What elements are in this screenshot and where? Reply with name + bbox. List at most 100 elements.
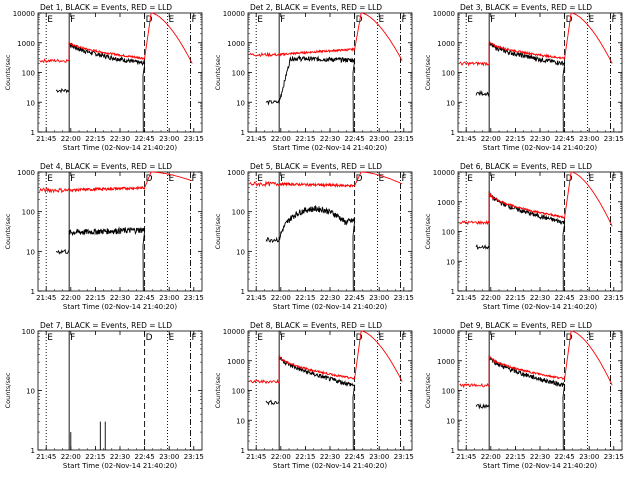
- y-tick-label: 100: [232, 70, 245, 78]
- y-tick-label: 10: [26, 388, 35, 396]
- panel-title: Det 3, BLACK = Events, RED = LLD: [460, 3, 592, 12]
- marker-label: E: [257, 15, 263, 25]
- y-tick-label: 1000: [437, 358, 455, 366]
- panel-title: Det 1, BLACK = Events, RED = LLD: [40, 3, 172, 12]
- marker-label: D: [566, 15, 573, 25]
- x-tick-label: 22:00: [61, 135, 81, 143]
- x-tick-label: 22:00: [271, 135, 291, 143]
- y-tick-label: 1: [451, 288, 455, 296]
- y-tick-label: 1: [241, 447, 245, 455]
- plot-frame: [457, 171, 623, 292]
- marker-label: E: [379, 15, 385, 25]
- panel-det-6: Det 6, BLACK = Events, RED = LLD 1 10 100 10…: [424, 162, 624, 311]
- x-tick-label: 23:15: [184, 453, 204, 461]
- y-tick-label: 10: [446, 258, 455, 266]
- x-tick-label: 22:45: [555, 135, 575, 143]
- y-tick-label: 1: [241, 288, 245, 296]
- events-series-line: [55, 226, 146, 292]
- lld-series-line: [249, 171, 403, 189]
- y-tick-label: 10000: [223, 328, 245, 336]
- marker-label: D: [356, 15, 363, 25]
- x-tick-label: 23:15: [604, 294, 624, 302]
- x-tick-label: 21:45: [456, 453, 476, 461]
- marker-label: F: [280, 174, 285, 184]
- x-tick-label: 23:15: [394, 453, 414, 461]
- marker-label: D: [356, 174, 363, 184]
- x-axis-label: Start Time (02-Nov-14 21:40:20): [273, 303, 387, 311]
- x-tick-label: 23:15: [394, 294, 414, 302]
- panel-det-7: Det 7, BLACK = Events, RED = LLD 1 10 100 21…: [4, 321, 204, 470]
- y-axis-label: Counts/sec: [214, 372, 222, 408]
- lld-series-line: [459, 330, 613, 389]
- x-axis-label: Start Time (02-Nov-14 21:40:20): [63, 144, 177, 152]
- marker-label: E: [589, 174, 595, 184]
- x-tick-label: 21:45: [246, 453, 266, 461]
- marker-label: E: [467, 174, 473, 184]
- y-tick-label: 10: [26, 248, 35, 256]
- x-tick-label: 22:15: [505, 294, 525, 302]
- marker-label: F: [70, 333, 75, 343]
- y-tick-label: 100: [232, 388, 245, 396]
- x-tick-label: 23:00: [579, 135, 599, 143]
- panel-title: Det 6, BLACK = Events, RED = LLD: [460, 162, 592, 171]
- x-tick-label: 23:00: [579, 453, 599, 461]
- marker-label: E: [257, 333, 263, 343]
- y-axis-label: Counts/sec: [214, 54, 222, 90]
- y-tick-label: 10000: [223, 10, 245, 18]
- x-tick-label: 22:30: [320, 453, 340, 461]
- x-tick-label: 22:15: [295, 294, 315, 302]
- y-tick-label: 1000: [227, 358, 245, 366]
- y-tick-label: 100: [22, 209, 35, 217]
- x-tick-label: 23:00: [369, 294, 389, 302]
- y-tick-label: 10: [236, 417, 245, 425]
- x-tick-label: 21:45: [246, 135, 266, 143]
- x-tick-label: 23:15: [604, 453, 624, 461]
- y-tick-label: 1: [31, 129, 35, 137]
- x-tick-label: 23:15: [604, 135, 624, 143]
- y-tick-label: 1000: [227, 169, 245, 177]
- y-tick-label: 10000: [433, 10, 455, 18]
- lld-series-line: [459, 171, 613, 227]
- x-axis-label: Start Time (02-Nov-14 21:40:20): [483, 144, 597, 152]
- y-axis-label: Counts/sec: [424, 372, 432, 408]
- x-tick-label: 23:15: [184, 294, 204, 302]
- y-tick-label: 1: [241, 129, 245, 137]
- x-tick-label: 21:45: [456, 135, 476, 143]
- x-tick-label: 23:00: [159, 453, 179, 461]
- x-tick-label: 22:45: [135, 294, 155, 302]
- y-tick-label: 1000: [17, 40, 35, 48]
- panel-det-3: Det 3, BLACK = Events, RED = LLD 1 10 100 10…: [424, 3, 624, 152]
- y-tick-label: 10: [446, 417, 455, 425]
- marker-label: F: [192, 15, 197, 25]
- plot-frame: [247, 171, 413, 292]
- x-tick-label: 22:15: [295, 135, 315, 143]
- x-tick-label: 22:15: [505, 453, 525, 461]
- plot-frame: [247, 12, 413, 133]
- x-axis-label: Start Time (02-Nov-14 21:40:20): [273, 144, 387, 152]
- events-series-line: [265, 204, 356, 292]
- panel-title: Det 8, BLACK = Events, RED = LLD: [250, 321, 382, 330]
- marker-label: E: [47, 174, 53, 184]
- y-tick-label: 1000: [17, 169, 35, 177]
- marker-label: D: [566, 333, 573, 343]
- panel-det-5: Det 5, BLACK = Events, RED = LLD 1 10 100 10…: [214, 162, 414, 311]
- marker-label: F: [402, 174, 407, 184]
- y-tick-label: 1: [451, 129, 455, 137]
- x-tick-label: 22:45: [555, 294, 575, 302]
- x-tick-label: 23:00: [579, 294, 599, 302]
- x-tick-label: 22:15: [85, 294, 105, 302]
- marker-label: E: [467, 333, 473, 343]
- lld-series-line: [39, 12, 193, 64]
- x-tick-label: 22:30: [530, 453, 550, 461]
- marker-label: D: [146, 174, 153, 184]
- marker-label: E: [47, 15, 53, 25]
- x-tick-label: 23:00: [159, 294, 179, 302]
- marker-label: F: [70, 174, 75, 184]
- marker-label: F: [402, 333, 407, 343]
- y-tick-label: 10: [26, 99, 35, 107]
- x-tick-label: 23:00: [369, 453, 389, 461]
- y-tick-label: 10: [236, 248, 245, 256]
- x-tick-label: 22:00: [61, 294, 81, 302]
- lld-series-line: [249, 330, 403, 385]
- y-tick-label: 100: [442, 70, 455, 78]
